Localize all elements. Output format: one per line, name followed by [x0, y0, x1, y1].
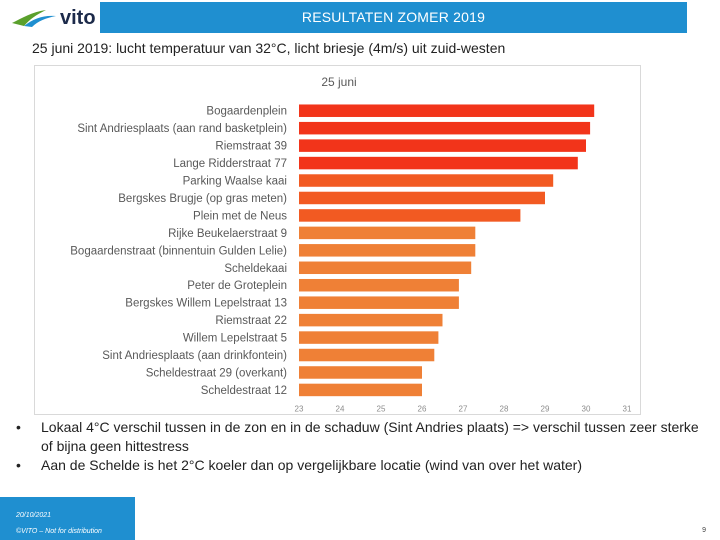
bar: [299, 278, 459, 292]
category-label: Bogaardenstraat (binnentuin Gulden Lelie…: [70, 245, 287, 257]
x-tick-label: 31: [623, 405, 632, 414]
category-label: Peter de Groteplein: [187, 280, 287, 292]
bullet-list: • Lokaal 4°C verschil tussen in de zon e…: [16, 418, 706, 475]
page-number: 9: [702, 527, 706, 534]
bar: [299, 156, 578, 170]
bar: [299, 348, 435, 362]
x-tick-label: 25: [377, 405, 386, 414]
category-label: Riemstraat 39: [215, 141, 287, 153]
category-label: Riemstraat 22: [215, 315, 287, 327]
chart-title: 25 juni: [321, 75, 356, 89]
footer-note: ©VITO – Not for distribution: [16, 528, 102, 535]
vito-bird-icon: [12, 10, 56, 27]
bullet-item: • Lokaal 4°C verschil tussen in de zon e…: [16, 418, 706, 456]
x-tick-label: 30: [582, 405, 591, 414]
footer-date: 20/10/2021: [16, 512, 52, 519]
category-label: Sint Andriesplaats (aan rand basketplein…: [77, 123, 287, 135]
bullet-text: Aan de Schelde is het 2°C koeler dan op …: [41, 457, 583, 473]
slide-title: RESULTATEN ZOMER 2019: [301, 9, 486, 25]
bullet-text: Lokaal 4°C verschil tussen in de zon en …: [41, 419, 699, 454]
bar: [299, 261, 472, 275]
bullet-dot: •: [16, 419, 21, 435]
category-label: Scheldestraat 12: [201, 385, 287, 397]
bullet-dot: •: [16, 457, 21, 473]
bar: [299, 209, 521, 222]
footer-bar: [0, 497, 135, 540]
chart-svg: 25 juni Bogaardenplein Sint Andriesplaats …: [70, 75, 632, 414]
category-label: Bergskes Brugje (op gras meten): [118, 193, 287, 205]
category-label: Scheldekaai: [224, 263, 287, 275]
bar: [299, 174, 554, 187]
x-tick-label: 26: [418, 405, 427, 414]
category-label: Rijke Beukelaerstraat 9: [168, 228, 287, 240]
x-tick-label: 24: [336, 405, 345, 414]
bar-chart: 25 juni Bogaardenplein Sint Andriesplaats …: [34, 65, 641, 415]
header-bar: RESULTATEN ZOMER 2019: [100, 2, 687, 33]
bar: [299, 366, 422, 379]
bar: [299, 121, 591, 135]
category-label: Lange Ridderstraat 77: [173, 158, 287, 170]
bar: [299, 244, 476, 257]
x-tick-label: 29: [541, 405, 550, 414]
bar: [299, 313, 443, 327]
bar: [299, 139, 586, 152]
bar: [299, 383, 422, 397]
category-label: Sint Andriesplaats (aan drinkfontein): [102, 350, 287, 362]
category-label: Bergskes Willem Lepelstraat 13: [125, 298, 287, 310]
vito-logo: vito: [10, 6, 100, 30]
logo-text: vito: [60, 7, 96, 29]
bullet-item: • Aan de Schelde is het 2°C koeler dan o…: [16, 456, 706, 475]
bar: [299, 191, 545, 205]
slide-subtitle: 25 juni 2019: lucht temperatuur van 32°C…: [32, 40, 506, 56]
bar: [299, 226, 476, 240]
bar: [299, 104, 595, 117]
x-tick-label: 23: [295, 405, 304, 414]
category-label: Parking Waalse kaai: [183, 176, 287, 188]
x-tick-label: 27: [459, 405, 468, 414]
category-label: Bogaardenplein: [206, 106, 287, 118]
bar: [299, 331, 439, 344]
x-tick-label: 28: [500, 405, 509, 414]
category-label: Scheldestraat 29 (overkant): [146, 367, 287, 379]
bar: [299, 296, 459, 309]
category-label: Plein met de Neus: [193, 210, 287, 222]
category-label: Willem Lepelstraat 5: [183, 333, 287, 345]
